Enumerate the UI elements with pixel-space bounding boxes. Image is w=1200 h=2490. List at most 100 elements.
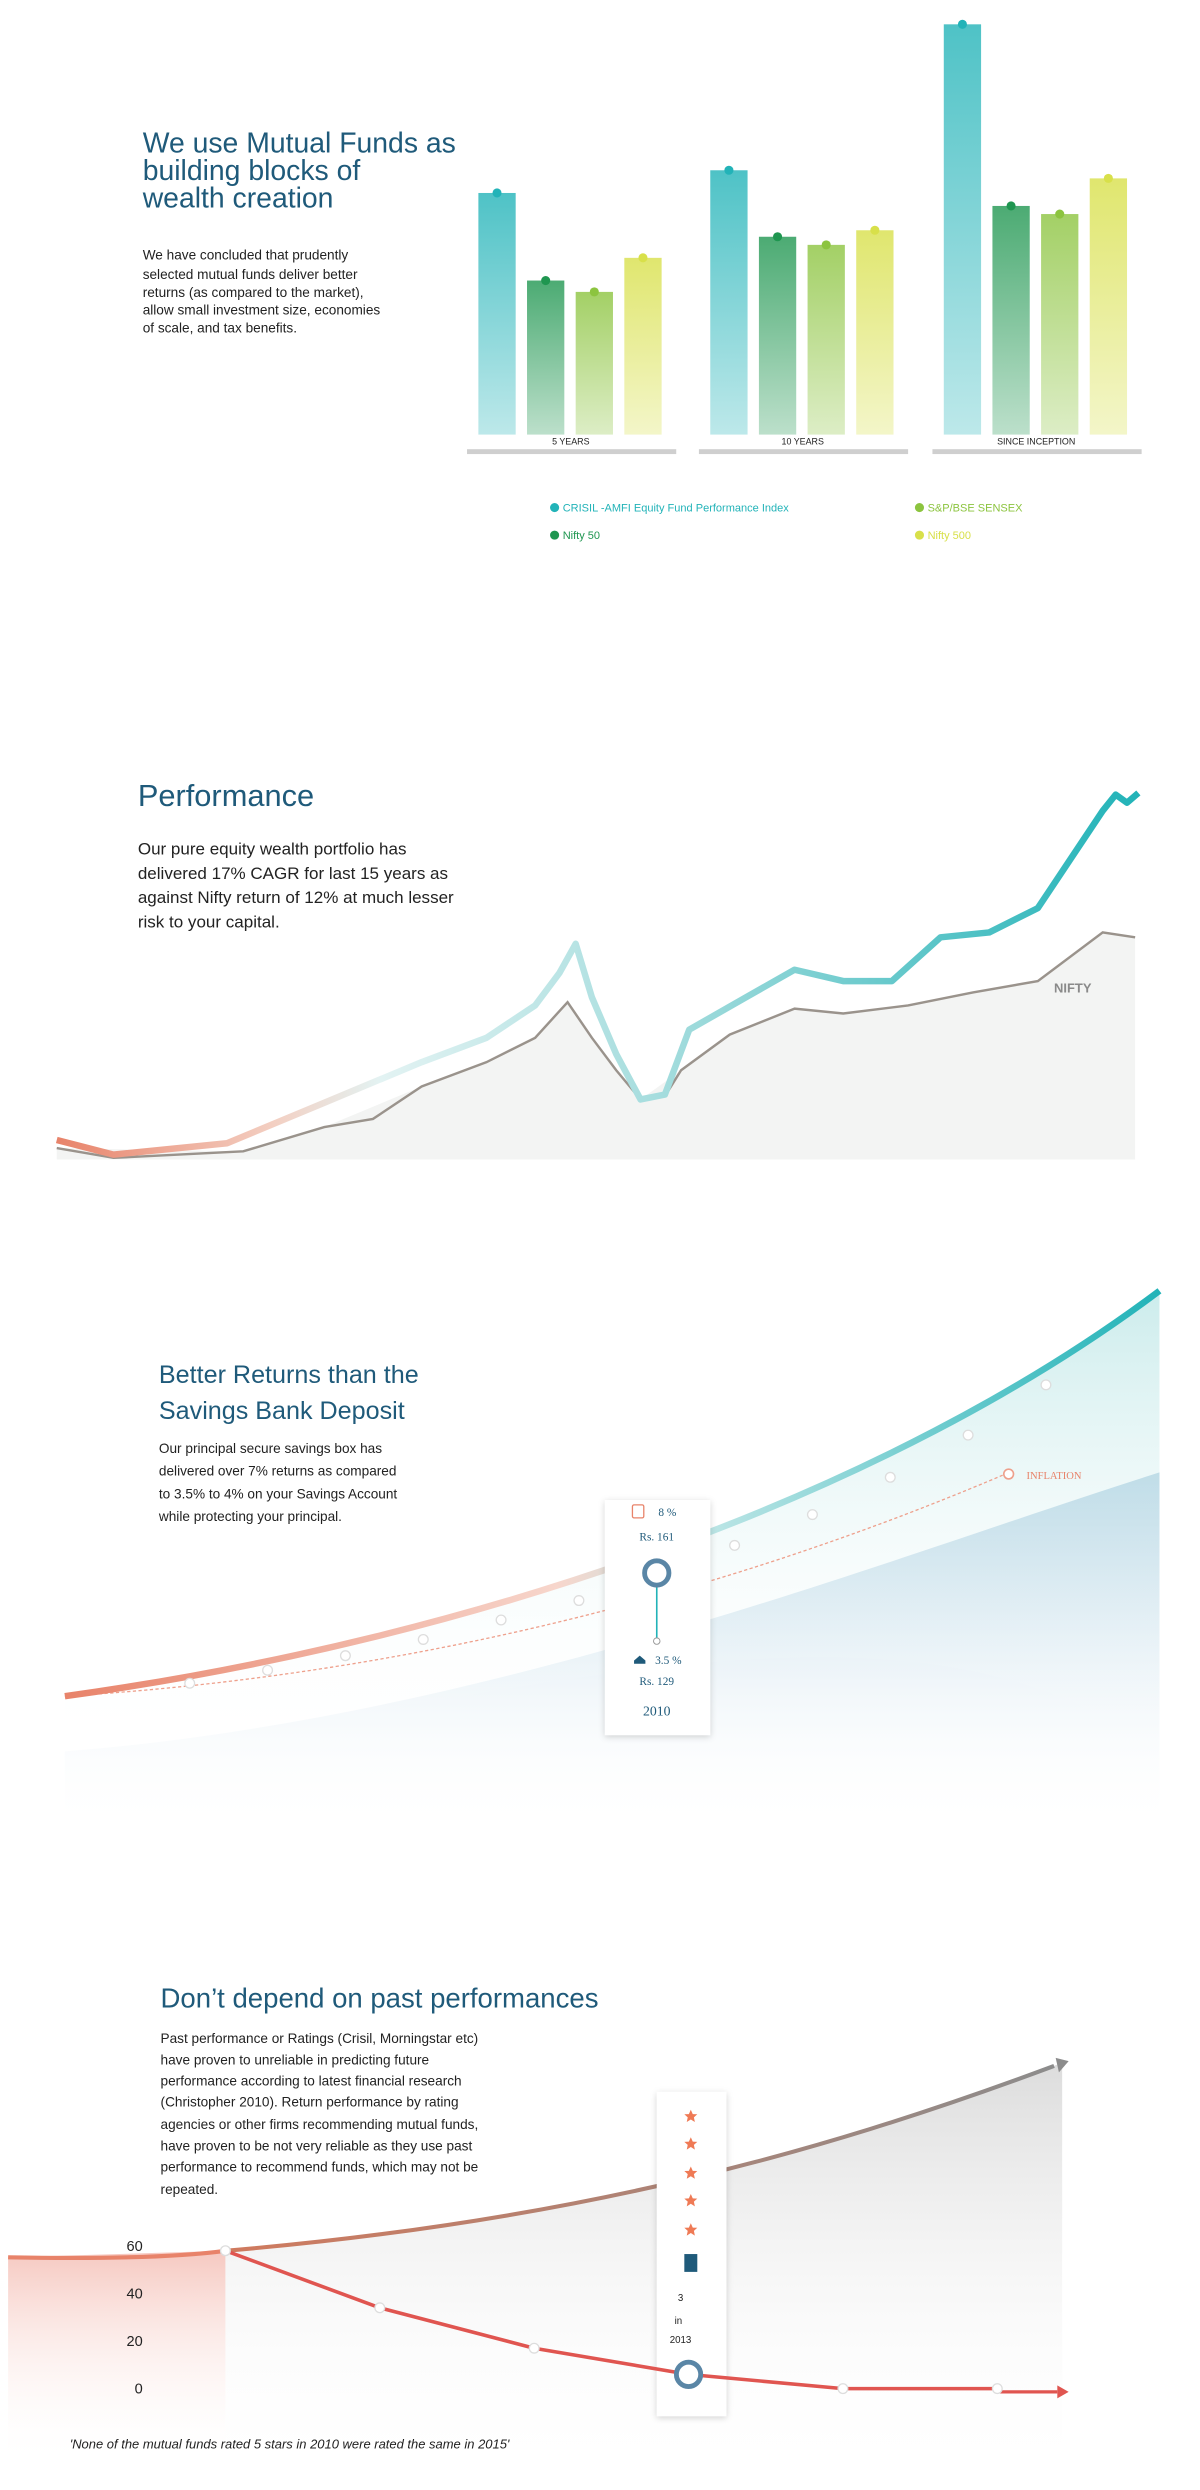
point <box>837 2383 849 2395</box>
body-line: Our pure equity wealth portfolio has <box>138 840 407 859</box>
body-line: (Christopher 2010). Return performance b… <box>161 2094 459 2109</box>
bar <box>992 205 1030 435</box>
body-line: Past performance or Ratings (Crisil, Mor… <box>161 2031 479 2046</box>
body-line: Our principal secure savings box has <box>159 1441 382 1456</box>
pink-area <box>8 2250 226 2465</box>
inflation-label: INFLATION <box>1026 1471 1081 1482</box>
bar-dot <box>1006 201 1016 211</box>
bar <box>856 230 894 435</box>
body-line: against Nifty return of 12% at much less… <box>138 888 454 907</box>
body-line: delivered 17% CAGR for last 15 years as <box>138 864 448 883</box>
arrow-head <box>1055 2057 1069 2073</box>
focus-ring <box>642 1558 672 1588</box>
legend-label: S&P/BSE SENSEX <box>928 502 1024 514</box>
bar-chart: 5 YEARS 10 YEARS SINCE INCEPTION CRISIL -AM… <box>467 19 1142 542</box>
title: Don’t depend on past performances <box>161 1983 599 2014</box>
group-base <box>698 449 909 455</box>
bar-dot <box>773 232 783 242</box>
bottom-amount: Rs. 129 <box>639 1676 674 1688</box>
body-line: performance to recommend funds, which ma… <box>161 2159 479 2174</box>
bottom-rate: 3.5 % <box>655 1655 682 1667</box>
legend-label: Nifty 50 <box>563 530 600 542</box>
y-tick-label: 40 <box>126 2286 142 2302</box>
lead-line <box>8 2248 226 2260</box>
arrow-head <box>1057 2385 1069 2399</box>
legend-label: Nifty 500 <box>928 530 971 542</box>
body-line: risk to your capital. <box>138 913 280 932</box>
top-rate: 8 % <box>658 1507 677 1519</box>
performance-section: Performance Our pure equity wealth portf… <box>55 778 1141 1160</box>
body-line: repeated. <box>161 2182 219 2197</box>
y-tick-label: 0 <box>135 2382 143 2398</box>
body-line: selected mutual funds deliver better <box>143 267 358 282</box>
title-line: Savings Bank Deposit <box>159 1397 405 1425</box>
bar <box>527 280 565 435</box>
title-line: Better Returns than the <box>159 1361 419 1389</box>
bar-dot <box>1103 173 1113 183</box>
bar <box>943 24 982 435</box>
body-line: have proven to unreliable in predicting … <box>161 2052 430 2067</box>
bar <box>575 291 613 435</box>
mutual-funds-section: We use Mutual Funds as building blocks o… <box>142 19 1142 542</box>
body-line: agencies or other firms recommending mut… <box>161 2117 479 2132</box>
body-line: have proven to be not very reliable as t… <box>161 2138 473 2153</box>
portfolio-line <box>55 790 1141 1158</box>
legend-swatch <box>550 503 560 513</box>
curve-markers <box>184 1379 1052 1689</box>
point <box>991 2383 1003 2395</box>
group-label: 5 YEARS <box>552 436 590 446</box>
bar <box>807 244 845 435</box>
group-base <box>932 449 1142 455</box>
building-icon <box>684 2254 698 2272</box>
bar-dot <box>870 225 880 235</box>
body-line: while protecting your principal. <box>158 1509 342 1524</box>
body-line: returns (as compared to the market), <box>143 285 364 300</box>
bar <box>1089 178 1128 435</box>
bar-dot <box>821 240 831 250</box>
quote: 'None of the mutual funds rated 5 stars … <box>70 2437 510 2452</box>
bar <box>758 236 797 435</box>
bar-dot <box>589 287 599 297</box>
bar-dot <box>492 188 502 198</box>
bar-dot <box>724 165 734 175</box>
nifty-label: NIFTY <box>1054 980 1092 995</box>
group-label: 10 YEARS <box>781 436 823 446</box>
bar <box>478 192 516 435</box>
card-text: 2013 <box>670 2335 692 2346</box>
title-line: building blocks of <box>143 155 361 187</box>
body-line: to 3.5% to 4% on your Savings Account <box>159 1486 398 1501</box>
year: 2010 <box>643 1704 671 1719</box>
title: Performance <box>138 778 314 813</box>
legend-swatch <box>550 530 560 540</box>
inflation-marker <box>1002 1468 1015 1480</box>
body-line: We have concluded that prudently <box>143 247 349 262</box>
bar-dot <box>638 253 648 263</box>
legend-swatch <box>914 503 924 513</box>
nifty-area <box>56 932 1136 1160</box>
group-base <box>467 449 677 455</box>
bar-dot <box>957 19 967 29</box>
bar <box>1041 214 1079 435</box>
legend-swatch <box>914 530 924 540</box>
bar <box>710 170 748 435</box>
line-chart: 60 40 20 0 <box>126 2239 1003 2398</box>
group-label: SINCE INCEPTION <box>997 436 1075 446</box>
body-line: performance according to latest financia… <box>161 2073 462 2088</box>
card-text: in <box>675 2316 683 2327</box>
title-line: wealth creation <box>142 183 334 215</box>
box-icon <box>631 1504 645 1519</box>
bar-dot <box>1055 209 1065 219</box>
legend-label: CRISIL -AMFI Equity Fund Performance Ind… <box>563 502 790 514</box>
y-tick-label: 20 <box>126 2334 142 2350</box>
card-text: 3 <box>678 2293 683 2304</box>
return-area <box>64 1290 1160 1752</box>
savings-section: INFLATION 8 % Rs. 161 3.5 % Rs. 129 2010… <box>64 1288 1162 1833</box>
title-line: We use Mutual Funds as <box>143 127 456 159</box>
point <box>219 2245 231 2257</box>
focus-ring <box>673 2359 704 2389</box>
bank-icon <box>634 1655 646 1664</box>
grey-area <box>225 2062 1063 2482</box>
y-tick-label: 60 <box>126 2239 142 2255</box>
small-marker <box>653 1637 661 1645</box>
